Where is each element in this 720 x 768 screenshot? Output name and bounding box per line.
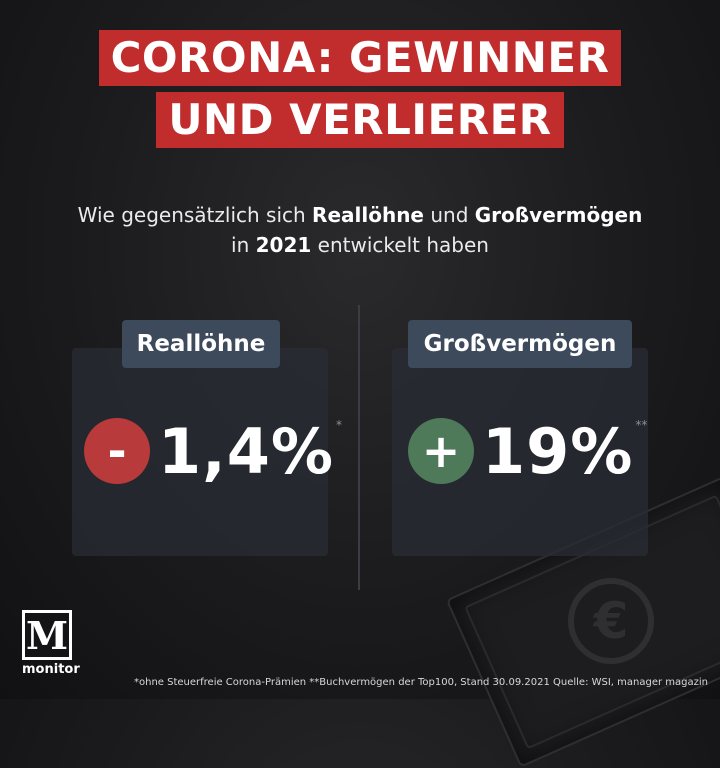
euro-icon: €: [568, 578, 654, 664]
headline: CORONA: GEWINNER UND VERLIERER: [0, 30, 720, 148]
center-divider: [358, 305, 360, 590]
monitor-logo-icon: M: [22, 610, 72, 660]
label-grossvermoegen: Großvermögen: [408, 320, 632, 368]
footnote-mark: **: [635, 418, 648, 432]
value-reallohne-text: 1,4%: [158, 414, 334, 488]
value-grossvermoegen: + 19% **: [408, 414, 648, 488]
footnote: *ohne Steuerfreie Corona-Prämien **Buchv…: [133, 677, 708, 688]
monitor-logo-text: monitor: [22, 662, 80, 677]
subtitle: Wie gegensätzlich sich Reallöhne und Gro…: [77, 203, 643, 257]
value-grossvermoegen-text: 19%: [482, 414, 634, 488]
headline-line-1: CORONA: GEWINNER: [98, 30, 622, 86]
value-reallohne: - 1,4% *: [84, 414, 342, 488]
minus-icon: -: [84, 418, 150, 484]
monitor-logo: M monitor: [22, 610, 80, 677]
label-reallohne: Reallöhne: [122, 320, 280, 368]
plus-icon: +: [408, 418, 474, 484]
headline-line-2: UND VERLIERER: [156, 92, 564, 148]
footnote-mark: *: [335, 418, 342, 432]
